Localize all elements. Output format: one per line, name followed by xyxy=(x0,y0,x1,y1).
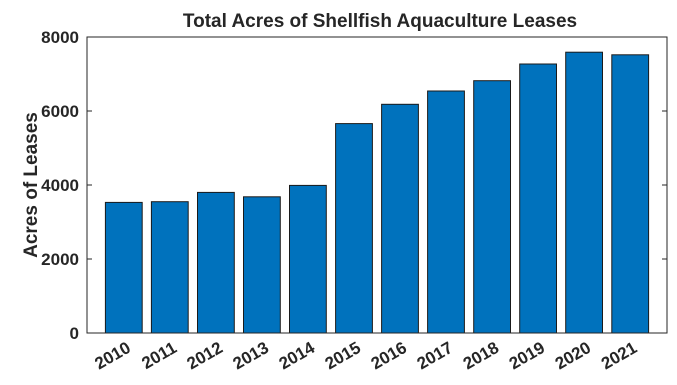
bar-2015 xyxy=(335,123,373,334)
y-tick-label-4000: 4000 xyxy=(41,176,79,195)
bar-2010 xyxy=(104,201,143,334)
bar-2018 xyxy=(473,80,512,334)
bar-2019 xyxy=(519,63,558,334)
bar-2020 xyxy=(565,51,604,334)
x-tick-label-2013: 2013 xyxy=(230,338,272,373)
bar-2013 xyxy=(243,196,281,334)
x-tick-label-2020: 2020 xyxy=(552,338,594,373)
x-tick-label-2015: 2015 xyxy=(322,338,364,373)
x-tick-label-2011: 2011 xyxy=(138,338,179,373)
bar-2017 xyxy=(427,90,465,334)
chart-title: Total Acres of Shellfish Aquaculture Lea… xyxy=(183,11,577,32)
x-axis: 2010 2011 2012 2013 2014 2015 2016 2017 2018 2019… xyxy=(92,328,640,374)
y-tick-label-0: 0 xyxy=(70,324,79,343)
x-tick-label-2014: 2014 xyxy=(276,338,319,374)
bar-series xyxy=(104,51,650,334)
y-tick-label-8000: 8000 xyxy=(41,28,79,47)
bar-2021 xyxy=(611,54,650,334)
x-tick-label-2010: 2010 xyxy=(92,338,134,373)
axes-box xyxy=(86,36,668,334)
x-tick-label-2021: 2021 xyxy=(598,338,640,373)
x-tick-label-2019: 2019 xyxy=(506,338,548,373)
y-axis: 0 2000 4000 6000 8000 xyxy=(41,28,667,343)
x-tick-label-2016: 2016 xyxy=(368,338,410,373)
bar-2014 xyxy=(289,184,327,334)
x-tick-label-2017: 2017 xyxy=(414,338,456,373)
axes-frame xyxy=(86,36,668,334)
x-tick-label-2012: 2012 xyxy=(184,338,226,373)
y-tick-label-2000: 2000 xyxy=(41,250,79,269)
y-tick-label-6000: 6000 xyxy=(41,102,79,121)
y-axis-label: Acres of Leases xyxy=(21,112,42,258)
bar-2016 xyxy=(381,103,419,334)
x-tick-label-2018: 2018 xyxy=(460,338,502,373)
bar-2012 xyxy=(197,191,235,334)
bar-2011 xyxy=(150,201,189,334)
